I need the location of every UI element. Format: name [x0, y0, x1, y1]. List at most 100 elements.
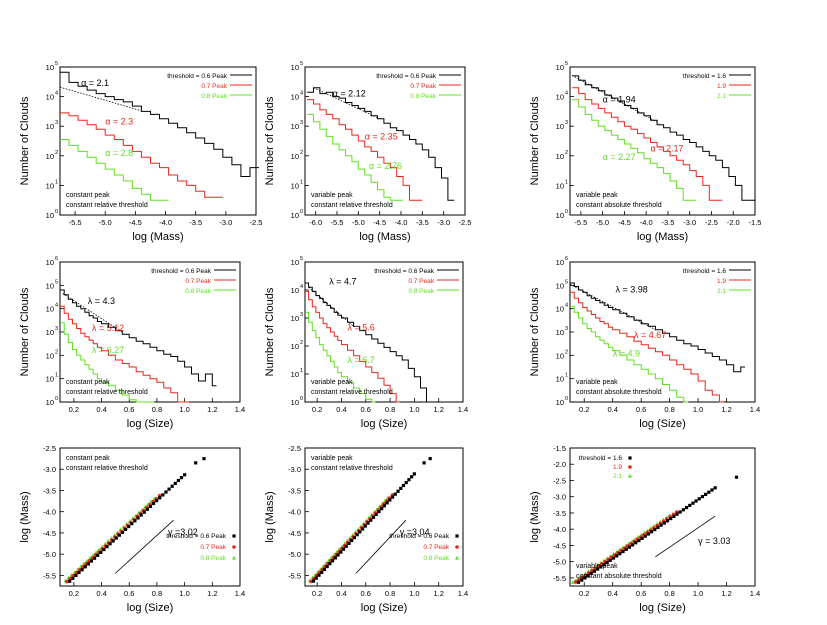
- series-line-1: [305, 290, 400, 403]
- data-point-square: [341, 547, 346, 551]
- y-tick-label: -4.5: [288, 529, 301, 538]
- x-tick-label: 1.4: [750, 405, 760, 414]
- panel-p9: 0.2 0.4 0.6 0.8 1.0 1.2 1.4 -5.5 -5.0 -4.5 -4.0 -3.…: [529, 444, 760, 614]
- annotation-0: γ =3.04: [400, 527, 430, 537]
- data-point-square: [127, 524, 131, 529]
- x-tick-label: 1.2: [207, 405, 217, 414]
- data-point-triangle: [91, 553, 96, 557]
- legend-label-2: 0.8 Peak: [410, 93, 436, 100]
- data-point-circle: [65, 579, 69, 584]
- y-tick-label: -4.0: [43, 508, 56, 517]
- x-tick-label: -4.5: [618, 218, 631, 227]
- annotation-0: γ =3.02: [168, 527, 198, 537]
- plot-frame: [59, 66, 257, 216]
- data-point-square: [363, 524, 367, 528]
- data-point-square: [374, 512, 378, 517]
- y-tick-label: 10: [46, 258, 54, 267]
- x-tick-label: -3.5: [661, 218, 674, 227]
- plot-frame: [304, 261, 464, 403]
- data-point-square: [410, 475, 414, 479]
- annotation-1: λ = 5.6: [348, 323, 375, 333]
- data-point-square: [344, 544, 348, 548]
- x-tick-label: 1.2: [721, 405, 731, 414]
- legend-label-1: 1.9: [717, 83, 726, 90]
- y-tick-exponent: 4: [300, 91, 303, 97]
- data-point-square: [637, 538, 641, 543]
- y-axis-label: Number of Clouds: [529, 287, 541, 376]
- annotation-2: α = 2.76: [369, 161, 402, 171]
- data-point-square: [634, 541, 638, 545]
- y-axis-label: Number of Clouds: [264, 287, 276, 376]
- series-line-0: [305, 282, 431, 403]
- data-point-square: [605, 560, 609, 565]
- y-tick-label: 10: [46, 63, 54, 72]
- data-point-square: [194, 461, 198, 465]
- series-line-2: [307, 113, 404, 201]
- data-point-square: [624, 547, 628, 551]
- x-tick-label: -3.0: [437, 218, 450, 227]
- x-tick-label: 0.4: [96, 405, 106, 414]
- legend-marker-0: [628, 456, 632, 460]
- y-tick-exponent: 2: [565, 150, 568, 156]
- data-point-square: [68, 579, 72, 583]
- legend-label-2: 0.8 Peak: [423, 555, 449, 562]
- legend-label-1: 0.7 Peak: [408, 278, 434, 285]
- annotation-2: λ = 4.9: [613, 349, 640, 359]
- legend-label-1: 0.7 Peak: [201, 83, 227, 90]
- data-point-square: [202, 457, 206, 461]
- series-line-2: [60, 322, 155, 403]
- data-point-square: [176, 478, 181, 483]
- series-line-0: [60, 289, 217, 387]
- y-tick-label: 10: [291, 286, 299, 295]
- fit-line: [313, 87, 380, 120]
- data-point-circle: [586, 571, 591, 575]
- data-point-square: [615, 554, 619, 558]
- y-tick-exponent: 1: [565, 373, 568, 379]
- y-tick-label: -2.5: [288, 444, 301, 453]
- y-tick-label: -5.5: [43, 571, 56, 580]
- y-tick-label: 10: [556, 281, 564, 290]
- y-tick-label: 10: [556, 93, 564, 102]
- legend-label-0: threshold = 0.6 Peak: [374, 268, 435, 275]
- y-tick-exponent: 1: [300, 368, 303, 374]
- data-point-square: [704, 492, 708, 497]
- data-point-square: [580, 578, 584, 582]
- x-tick-label: 1.0: [693, 589, 703, 598]
- annotation-1: α = 2.17: [651, 143, 684, 153]
- legend-label-0: threshold = 0.6 Peak: [166, 533, 227, 540]
- data-point-square: [385, 501, 389, 505]
- y-axis-label: log (Mass): [264, 491, 276, 542]
- panel-note-0: variable peak: [311, 192, 353, 199]
- data-point-square: [672, 514, 676, 518]
- data-point-square: [164, 490, 168, 494]
- y-tick-label: 10: [556, 328, 564, 337]
- y-tick-label: 10: [556, 181, 564, 190]
- data-point-square: [407, 478, 411, 482]
- data-point-square: [320, 570, 324, 574]
- annotation-0: λ = 4.3: [88, 296, 115, 306]
- x-tick-label: 0.8: [152, 405, 162, 414]
- panel-note-1: constant absolute threshold: [576, 573, 662, 580]
- legend-label-1: 1.9: [613, 464, 622, 471]
- y-tick-exponent: 6: [565, 256, 568, 262]
- y-tick-label: 10: [46, 152, 54, 161]
- data-point-square: [659, 523, 663, 527]
- series-line-0: [307, 87, 455, 201]
- data-point-square: [358, 530, 362, 534]
- data-point-square: [322, 567, 327, 572]
- y-tick-label: -3.0: [288, 465, 301, 474]
- x-axis-label: log (Mass): [637, 231, 688, 243]
- annotation-2: λ = 6.27: [92, 345, 124, 355]
- y-tick-exponent: 2: [300, 150, 303, 156]
- annotation-2: λ = 6.7: [348, 355, 375, 365]
- data-point-square: [653, 527, 657, 532]
- x-tick-label: -3.5: [416, 218, 429, 227]
- x-tick-label: -4.0: [395, 218, 408, 227]
- y-tick-label: -3.5: [43, 486, 56, 495]
- y-tick-label: 10: [556, 398, 564, 407]
- data-point-circle: [580, 575, 585, 580]
- data-point-square: [401, 483, 406, 488]
- x-tick-label: -5.0: [596, 218, 609, 227]
- data-point-square: [311, 579, 316, 583]
